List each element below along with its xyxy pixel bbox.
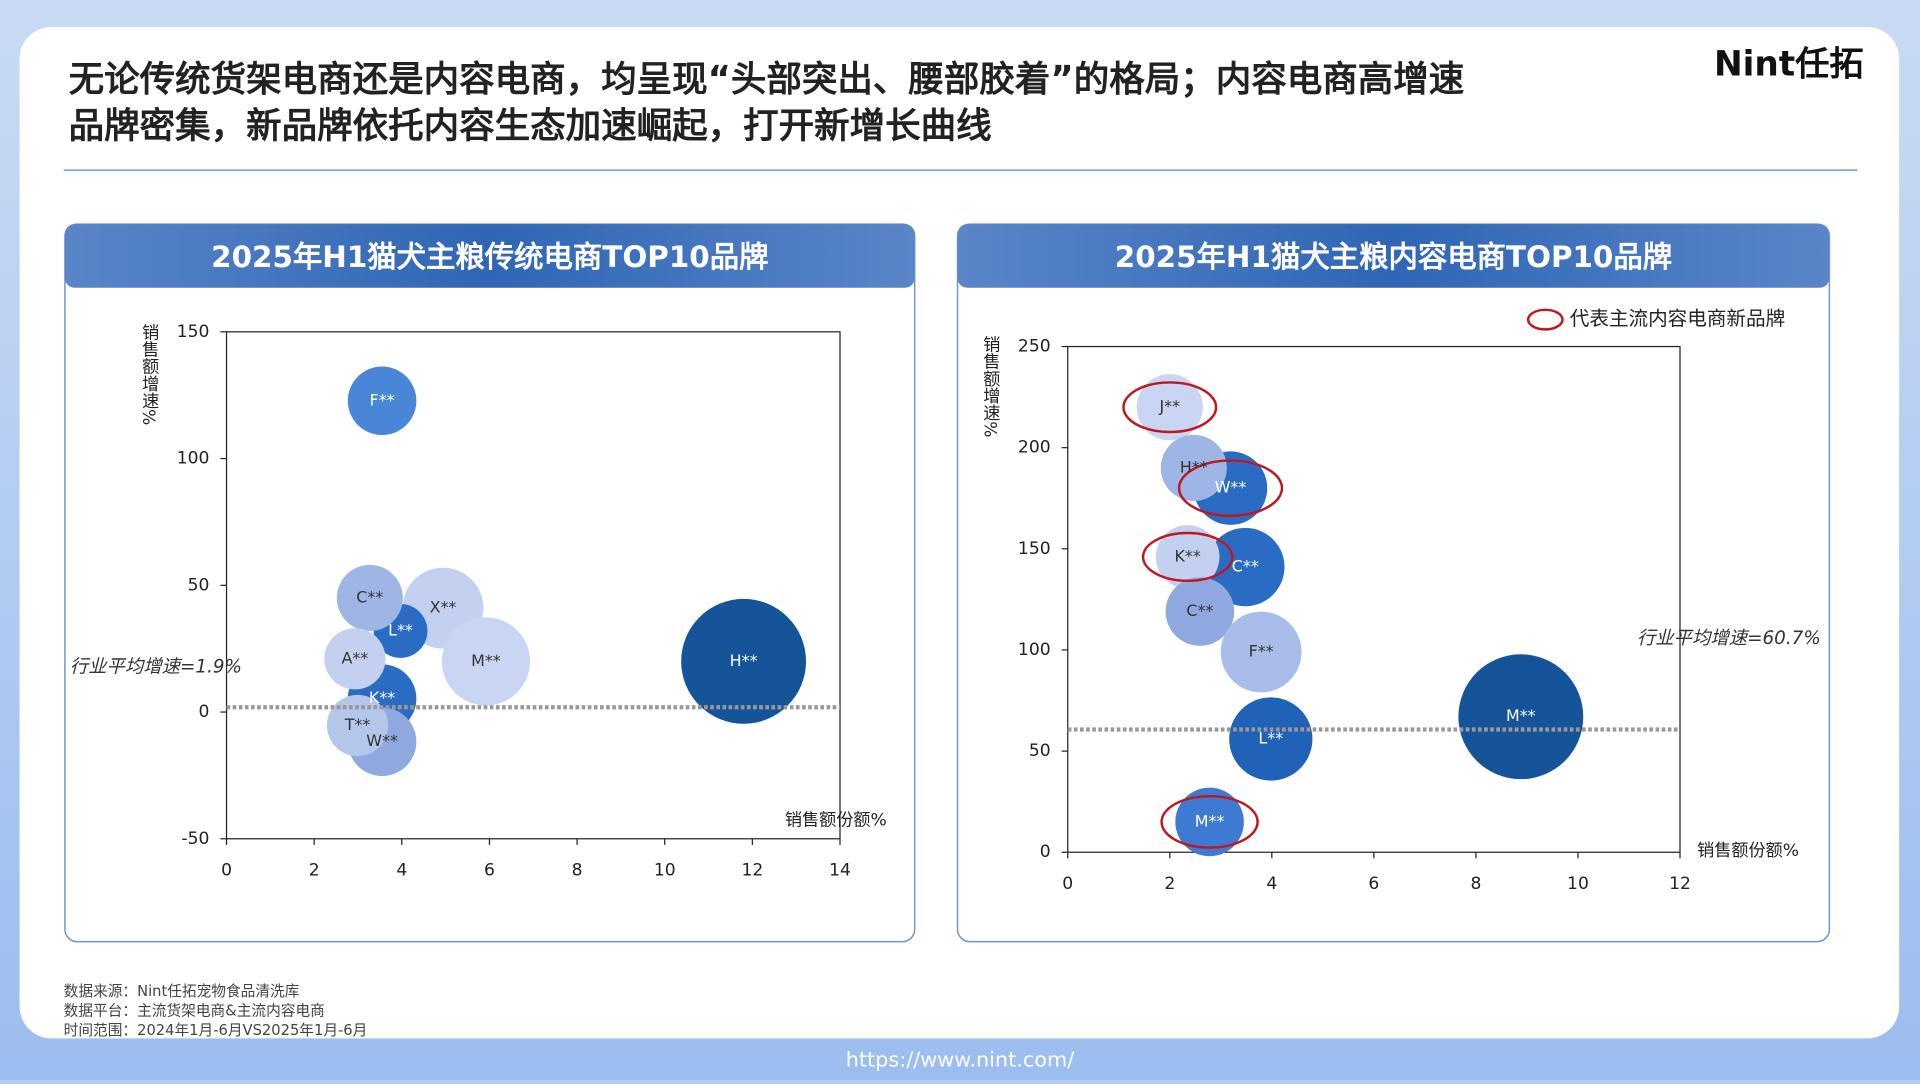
y-axis-label: 销售额增速% <box>979 336 1000 438</box>
bubble <box>681 598 807 724</box>
x-tick-label: 14 <box>829 861 851 881</box>
footnote: 数据平台：主流货架电商&主流内容电商 <box>64 1002 325 1019</box>
bubble <box>1229 697 1313 781</box>
bubble <box>1175 787 1244 857</box>
bubble <box>1220 611 1302 693</box>
x-tick-label: 12 <box>741 861 763 881</box>
bubble-label: K** <box>1174 546 1200 565</box>
logo: Nint任拓 <box>1714 45 1864 85</box>
x-tick-label: 8 <box>1470 874 1481 894</box>
bubble-label: C** <box>356 587 383 606</box>
x-tick-label: 8 <box>572 861 583 881</box>
bubble-label: W** <box>366 731 398 750</box>
bubble <box>1458 654 1584 780</box>
panel-header <box>64 224 915 288</box>
bubble-label: C** <box>1232 557 1259 576</box>
y-tick-label: 50 <box>1029 741 1051 761</box>
y-tick-label: 100 <box>177 449 210 469</box>
x-tick-label: 6 <box>1368 874 1379 894</box>
y-tick-label: -50 <box>181 829 209 849</box>
bubble <box>1136 374 1203 441</box>
y-axis-label: 销售额增速% <box>138 323 159 425</box>
x-axis-label: 销售额份额% <box>1697 841 1799 861</box>
bubble <box>347 366 417 436</box>
bubble-label: K** <box>369 688 395 707</box>
footnote: 数据来源：Nint任拓宠物食品清洗库 <box>64 983 300 1000</box>
reference-label: 行业平均增速=60.7% <box>1637 628 1821 649</box>
panel <box>956 223 1831 943</box>
new-brand-marker <box>1177 459 1284 517</box>
y-tick-label: 250 <box>1018 337 1051 357</box>
title-line: 无论传统货架电商还是内容电商，均呈现“头部突出、腰部胶着”的格局；内容电商高增速 <box>69 59 1465 100</box>
x-axis-label: 销售额份额% <box>785 810 887 830</box>
y-tick-label: 50 <box>188 575 210 595</box>
x-tick-label: 0 <box>221 861 232 881</box>
bubble-label: T** <box>344 715 371 734</box>
footnote: 时间范围：2024年1月-6月VS2025年1月-6月 <box>64 1022 368 1039</box>
bubble <box>1206 527 1285 607</box>
bubble-label: W** <box>1215 478 1247 497</box>
bubble-label: J** <box>1158 397 1180 416</box>
bubble-label: L** <box>388 620 413 639</box>
y-tick-label: 0 <box>1040 842 1051 862</box>
bubble <box>1165 577 1235 646</box>
panel-header <box>957 224 1830 288</box>
panel-title: 2025年H1猫犬主粮传统电商TOP10品牌 <box>211 240 768 274</box>
bubble-label: C** <box>1186 601 1213 620</box>
x-tick-label: 4 <box>396 861 407 881</box>
x-tick-label: 10 <box>1567 874 1589 894</box>
bubble-label: L** <box>1258 728 1283 747</box>
bubble-label: X** <box>430 598 457 617</box>
bubble-label: F** <box>370 390 395 409</box>
x-tick-label: 12 <box>1669 874 1691 894</box>
bubble-label: F** <box>1249 641 1274 660</box>
url: https://www.nint.com/ <box>846 1047 1075 1071</box>
bubble <box>441 617 531 706</box>
y-tick-label: 0 <box>198 702 209 722</box>
new-brand-marker <box>1141 531 1234 583</box>
bubble-label: H** <box>730 651 758 670</box>
legend-label: 代表主流内容电商新品牌 <box>1570 307 1785 330</box>
x-tick-label: 2 <box>309 861 320 881</box>
bubble <box>1155 525 1220 589</box>
bubble <box>326 694 389 757</box>
y-tick-label: 100 <box>1018 640 1051 660</box>
bubble-label: H** <box>1180 457 1208 476</box>
new-brand-marker <box>1122 381 1218 434</box>
bubble-label: M** <box>1506 706 1536 725</box>
y-tick-label: 200 <box>1018 438 1051 458</box>
y-tick-label: 150 <box>177 322 210 342</box>
x-tick-label: 6 <box>484 861 495 881</box>
reference-label: 行业平均增速=1.9% <box>70 656 242 677</box>
bubble <box>336 564 403 632</box>
bubble-label: A** <box>342 648 369 667</box>
legend-marker <box>1526 308 1564 331</box>
x-tick-label: 2 <box>1164 874 1175 894</box>
x-tick-label: 4 <box>1266 874 1277 894</box>
title-line: 品牌密集，新品牌依托内容生态加速崛起，打开新增长曲线 <box>69 105 992 146</box>
new-brand-marker <box>1160 794 1259 849</box>
bubble <box>324 628 386 690</box>
y-tick-label: 150 <box>1018 539 1051 559</box>
bubble-label: M** <box>471 651 501 670</box>
x-tick-label: 0 <box>1062 874 1073 894</box>
x-tick-label: 10 <box>654 861 676 881</box>
panel-title: 2025年H1猫犬主粮内容电商TOP10品牌 <box>1115 240 1672 274</box>
bubble-label: M** <box>1195 811 1225 830</box>
